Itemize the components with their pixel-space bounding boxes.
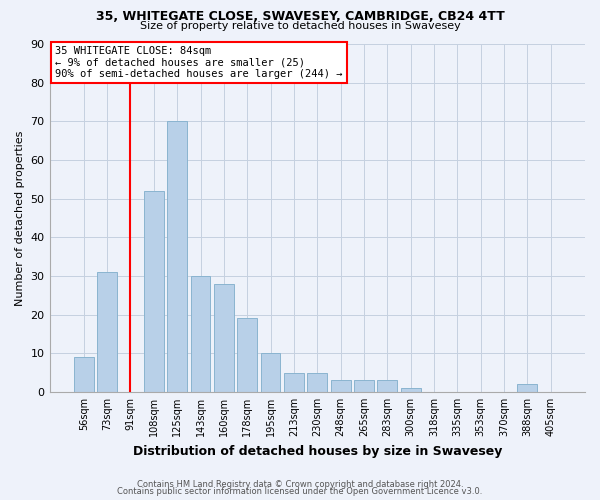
Text: Contains HM Land Registry data © Crown copyright and database right 2024.: Contains HM Land Registry data © Crown c… bbox=[137, 480, 463, 489]
Text: Size of property relative to detached houses in Swavesey: Size of property relative to detached ho… bbox=[140, 21, 460, 31]
Bar bbox=[260, 354, 280, 392]
Bar bbox=[74, 357, 94, 392]
Bar bbox=[401, 388, 421, 392]
Bar bbox=[97, 272, 117, 392]
Bar bbox=[307, 372, 327, 392]
Bar bbox=[238, 318, 257, 392]
Bar bbox=[144, 191, 164, 392]
Text: 35 WHITEGATE CLOSE: 84sqm
← 9% of detached houses are smaller (25)
90% of semi-d: 35 WHITEGATE CLOSE: 84sqm ← 9% of detach… bbox=[55, 46, 343, 79]
Bar bbox=[284, 372, 304, 392]
Bar bbox=[191, 276, 211, 392]
Y-axis label: Number of detached properties: Number of detached properties bbox=[15, 130, 25, 306]
Bar bbox=[214, 284, 234, 392]
Bar bbox=[377, 380, 397, 392]
Bar bbox=[517, 384, 538, 392]
Bar bbox=[354, 380, 374, 392]
Bar bbox=[167, 122, 187, 392]
Text: 35, WHITEGATE CLOSE, SWAVESEY, CAMBRIDGE, CB24 4TT: 35, WHITEGATE CLOSE, SWAVESEY, CAMBRIDGE… bbox=[95, 10, 505, 23]
Bar bbox=[331, 380, 350, 392]
Text: Contains public sector information licensed under the Open Government Licence v3: Contains public sector information licen… bbox=[118, 487, 482, 496]
X-axis label: Distribution of detached houses by size in Swavesey: Distribution of detached houses by size … bbox=[133, 444, 502, 458]
